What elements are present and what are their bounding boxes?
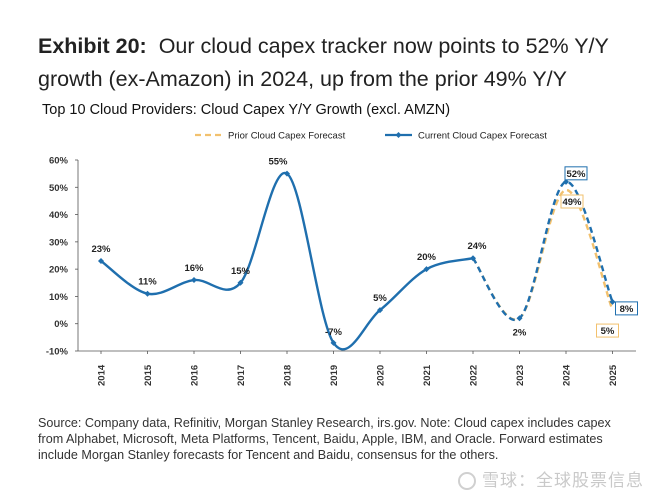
current-data-label: 52% (566, 169, 586, 180)
current-point (191, 277, 197, 284)
prior-data-label: 5% (601, 326, 615, 337)
current-label-box (564, 166, 588, 181)
current-point (330, 339, 337, 346)
chart-lines (100, 172, 614, 351)
prior-forecast-line (472, 188, 614, 321)
x-tick-label: 2020 (376, 365, 387, 386)
x-tick-label: 2014 (97, 364, 108, 386)
chart-data-labels: 23% 11% 16% 15% 55% -7% 5% 20% 24% 2% 52% 8% 49% 5% (91, 157, 638, 338)
x-tick-label: 2019 (329, 365, 340, 386)
current-data-label: 8% (620, 304, 634, 315)
x-tick-label: 2023 (515, 365, 526, 386)
watermark-text: 雪球：全球股票信息 (482, 471, 644, 490)
exhibit-headline: Our cloud capex tracker now points to 52… (38, 34, 609, 91)
current-label-box (615, 301, 638, 316)
current-point (98, 257, 104, 264)
legend-label-prior: Prior Cloud Capex Forecast (228, 131, 346, 142)
current-data-label: 5% (373, 293, 387, 304)
current-point (284, 170, 290, 177)
x-tick-label: 2016 (190, 365, 201, 386)
current-point (144, 290, 151, 297)
current-point (377, 307, 383, 314)
y-tick-label: -10% (46, 347, 69, 358)
y-tick-label: 10% (49, 292, 69, 303)
x-tick-label: 2021 (422, 364, 433, 386)
current-data-label: -7% (325, 327, 342, 338)
current-data-label: 11% (138, 277, 157, 288)
exhibit-label: Exhibit 20: (38, 34, 147, 58)
x-tick-label: 2025 (608, 364, 619, 386)
prior-label-box (596, 323, 619, 338)
legend-marker-current (395, 132, 402, 138)
x-tick-label: 2022 (469, 365, 480, 386)
current-point (516, 315, 523, 322)
current-data-label: 24% (467, 241, 487, 252)
x-tick-label: 2015 (143, 364, 154, 386)
current-data-label: 15% (231, 266, 251, 277)
x-tick-label: 2024 (562, 364, 573, 386)
prior-data-label: 49% (562, 197, 582, 208)
current-point (237, 279, 244, 286)
source-note: Source: Company data, Refinitiv, Morgan … (38, 416, 611, 462)
y-tick-label: 20% (49, 265, 69, 276)
chart-marks (98, 170, 616, 346)
legend-label-current: Current Cloud Capex Forecast (418, 131, 547, 142)
y-tick-label: 50% (49, 183, 69, 194)
current-point (609, 298, 616, 305)
legend: Prior Cloud Capex Forecast Current Cloud … (195, 131, 547, 142)
x-tick-label: 2017 (236, 365, 247, 386)
exhibit-header: Exhibit 20: Our cloud capex tracker now … (38, 30, 638, 96)
current-data-label: 16% (184, 263, 204, 274)
y-tick-label: 30% (49, 237, 69, 248)
x-tick-label: 2018 (283, 365, 294, 386)
chart-axes: -10% 0% 10% 20% 30% 40% 50% 60% 2014 2015 2016 2017… (46, 156, 636, 386)
watermark: 雪球：全球股票信息 (458, 466, 644, 491)
current-data-label: 55% (268, 157, 288, 168)
current-data-label: 20% (417, 252, 437, 263)
current-forecast-line (472, 180, 614, 322)
y-tick-label: 0% (54, 319, 68, 330)
current-point (470, 255, 476, 262)
y-tick-label: 40% (49, 210, 69, 221)
current-data-label: 2% (513, 327, 527, 338)
prior-label-box (560, 194, 584, 209)
chart-title: Top 10 Cloud Providers: Cloud Capex Y/Y … (42, 102, 451, 118)
current-point (423, 266, 430, 273)
y-tick-label: 60% (49, 156, 69, 167)
snowball-logo-icon (458, 472, 476, 490)
current-data-label: 23% (91, 244, 111, 255)
